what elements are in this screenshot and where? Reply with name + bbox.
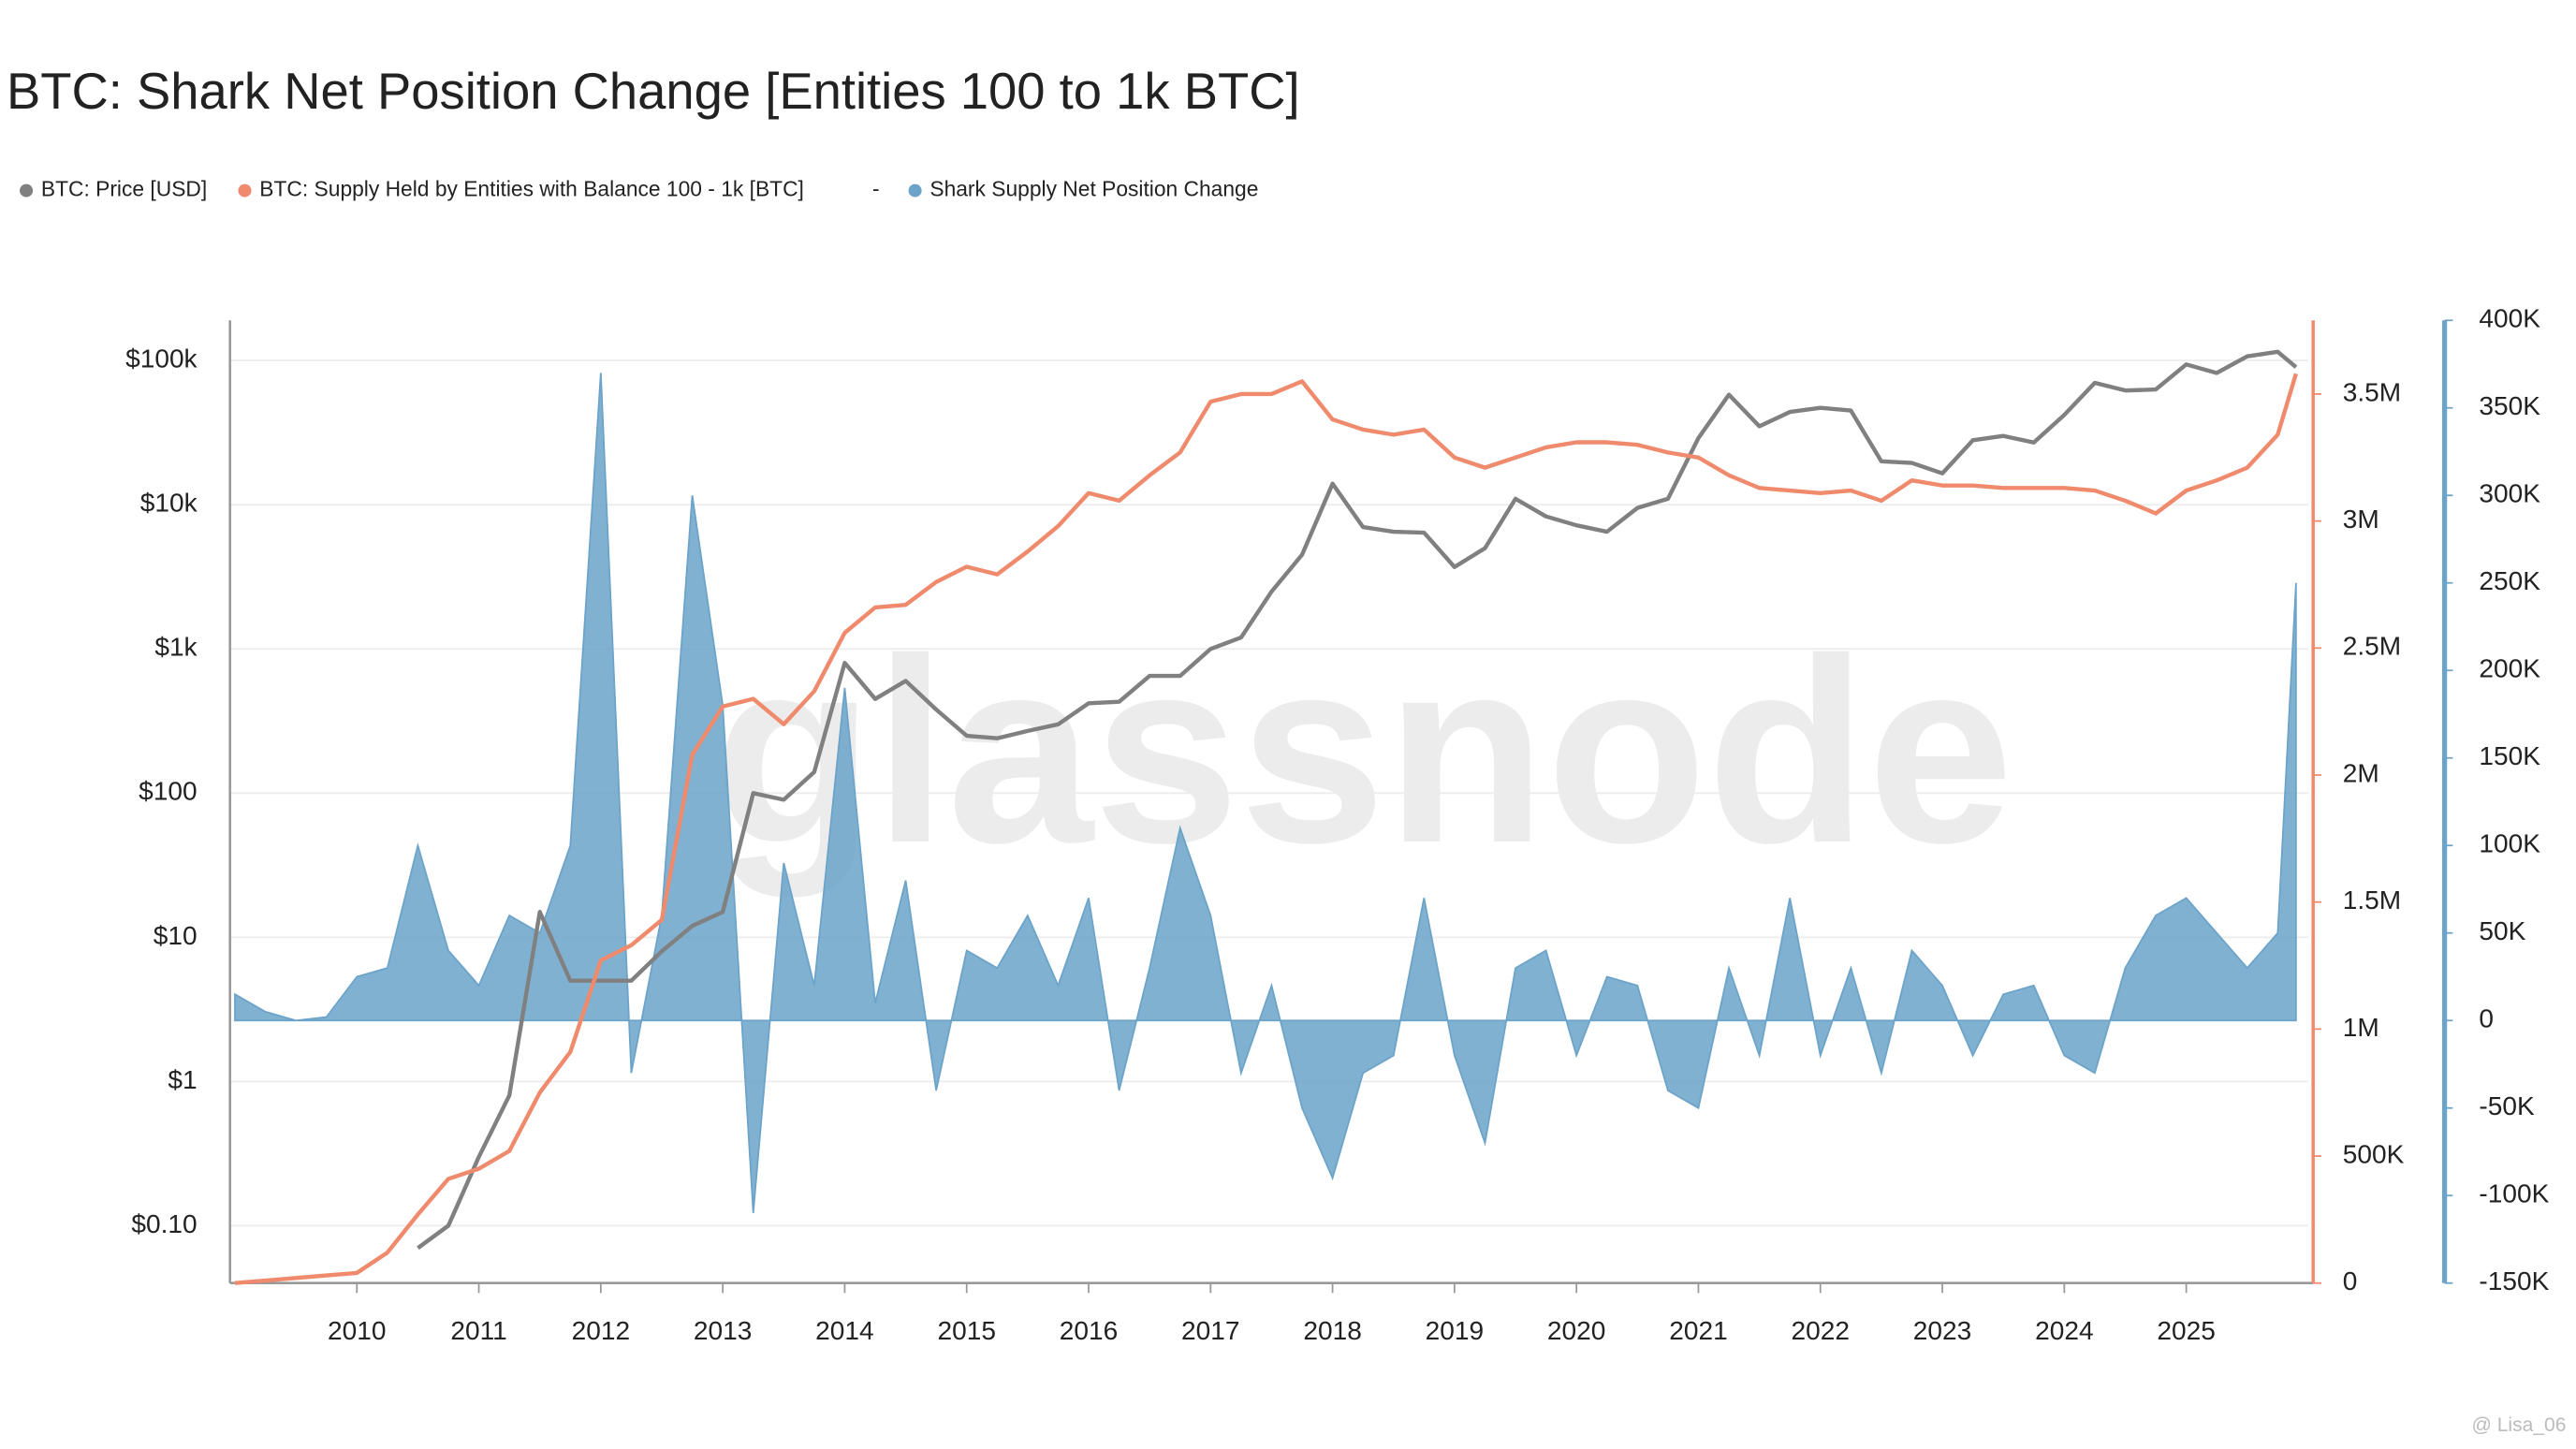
legend-label: BTC: Price [USD] [41,177,207,201]
y3-tick-label: 50K [2479,916,2525,945]
y2-tick-label: 1M [2343,1013,2379,1042]
y-tick-label: $1 [168,1065,197,1094]
x-tick-label: 2017 [1181,1316,1239,1345]
x-tick-label: 2024 [2035,1316,2093,1345]
x-tick-label: 2015 [937,1316,995,1345]
x-tick-label: 2010 [328,1316,386,1345]
y3-tick-label: 200K [2479,654,2540,683]
y-tick-label: $10 [154,921,198,950]
legend-marker [20,183,34,198]
y3-tick-label: 0 [2479,1004,2494,1033]
y2-tick-label: 500K [2343,1139,2405,1168]
y3-tick-label: 250K [2479,566,2540,595]
y3-tick-label: 400K [2479,304,2540,333]
y-tick-label: $10k [140,489,198,518]
x-tick-label: 2018 [1303,1316,1361,1345]
y3-tick-label: 350K [2479,391,2540,420]
legend-marker [908,183,922,198]
y2-tick-label: 1.5M [2343,886,2401,915]
x-tick-label: 2012 [572,1316,630,1345]
x-tick-label: 2022 [1792,1316,1850,1345]
legend-label: Shark Supply Net Position Change [929,177,1258,201]
y3-tick-label: 100K [2479,829,2540,858]
y-tick-label: $0.10 [131,1209,197,1238]
y2-tick-label: 2.5M [2343,632,2401,661]
y3-tick-label: -50K [2479,1091,2535,1120]
y-tick-label: $1k [154,633,198,662]
series-line [417,349,2298,1251]
x-tick-label: 2014 [815,1316,873,1345]
y2-tick-label: 0 [2343,1266,2358,1295]
series-line [234,373,2298,1285]
x-tick-label: 2019 [1426,1316,1484,1345]
legend-label: BTC: Supply Held by Entities with Balanc… [259,177,804,201]
x-tick-label: 2025 [2157,1316,2215,1345]
x-tick-label: 2023 [1913,1316,1971,1345]
y-tick-label: $100 [139,777,197,806]
y3-tick-label: -150K [2479,1266,2549,1295]
x-tick-label: 2013 [694,1316,752,1345]
y3-tick-label: 300K [2479,479,2540,508]
legend-marker [238,183,252,198]
x-tick-label: 2011 [450,1316,506,1345]
x-tick-label: 2021 [1669,1316,1727,1345]
y2-tick-label: 3M [2343,505,2379,534]
watermark: glassnode [713,604,2013,899]
y2-tick-label: 3.5M [2343,377,2401,406]
credit: @ Lisa_06 [2472,1414,2567,1436]
x-tick-label: 2020 [1547,1316,1605,1345]
y3-tick-label: 150K [2479,741,2540,770]
y-tick-label: $100k [125,344,198,373]
chart-title: BTC: Shark Net Position Change [Entities… [7,63,1300,120]
legend-separator: - [872,177,880,201]
y3-tick-label: -100K [2479,1179,2549,1208]
x-tick-label: 2016 [1060,1316,1118,1345]
y2-tick-label: 2M [2343,758,2379,787]
net-change-area [234,373,2297,1214]
